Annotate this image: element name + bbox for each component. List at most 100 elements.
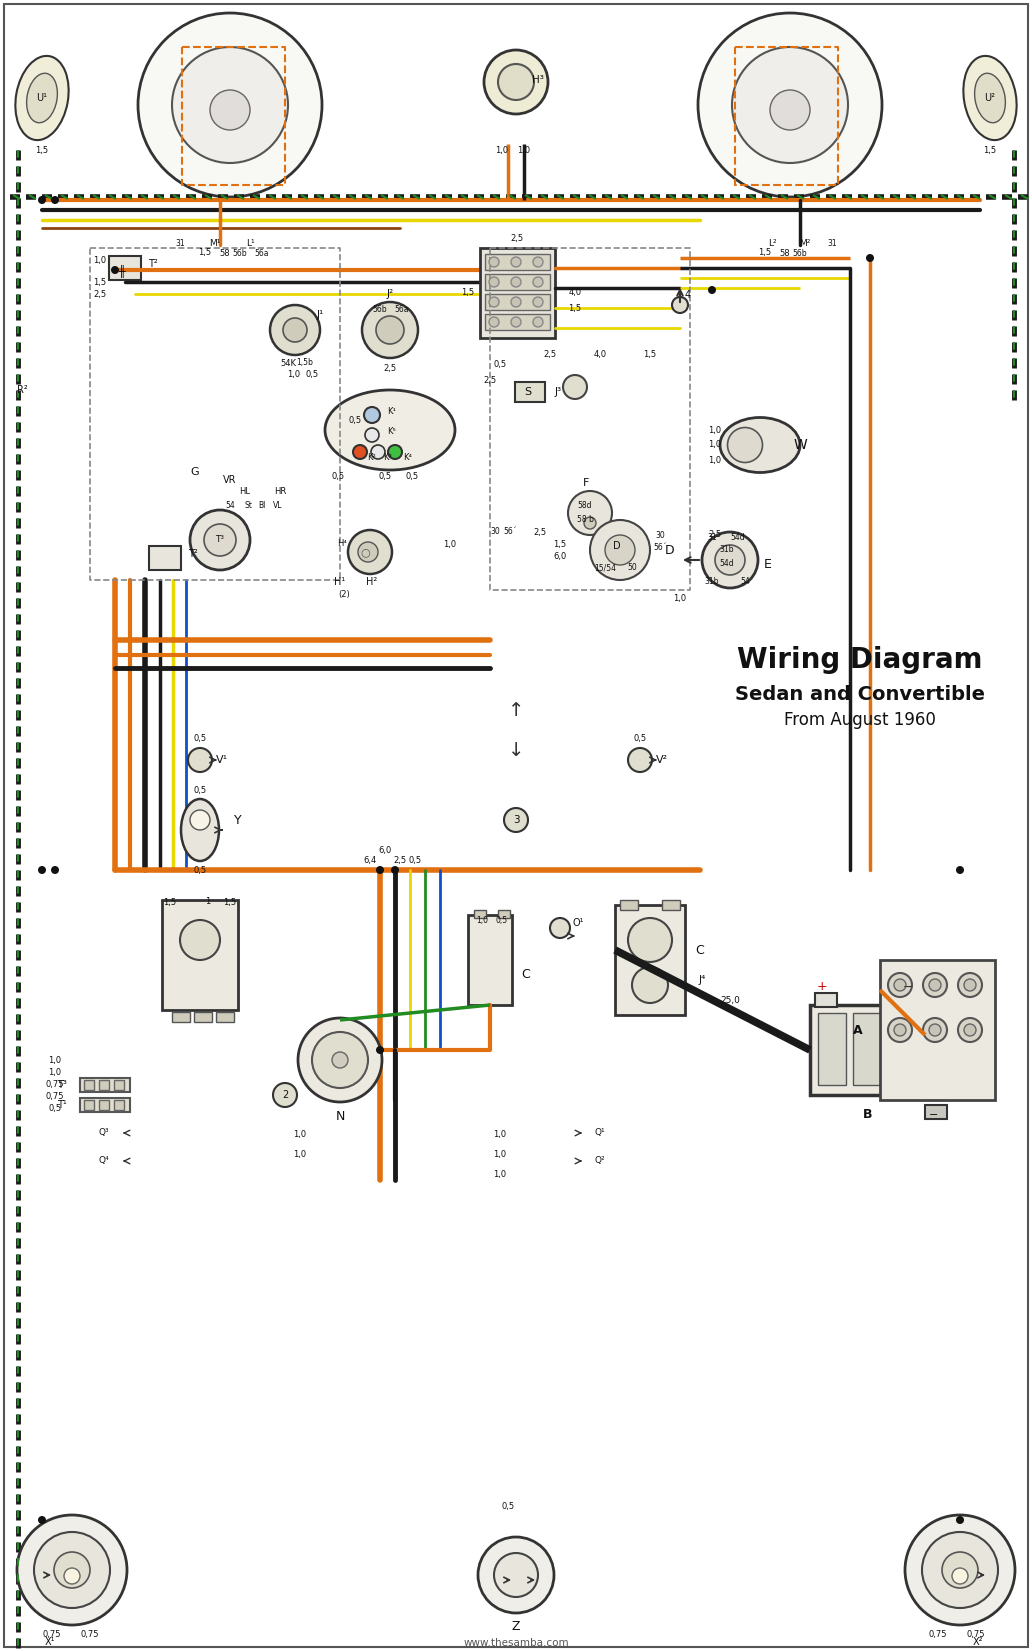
- Ellipse shape: [15, 56, 69, 140]
- Text: 0,5: 0,5: [493, 360, 507, 370]
- Circle shape: [348, 530, 392, 575]
- Text: M²: M²: [800, 238, 811, 248]
- Bar: [485, 294, 550, 310]
- Text: P²: P²: [456, 1156, 463, 1166]
- Text: 58: 58: [780, 249, 791, 258]
- Text: 56b: 56b: [793, 249, 807, 258]
- Circle shape: [715, 545, 745, 575]
- Circle shape: [568, 490, 612, 535]
- Text: 0,5: 0,5: [305, 370, 319, 380]
- Circle shape: [489, 258, 499, 267]
- Circle shape: [312, 1032, 368, 1088]
- Text: 0,5: 0,5: [193, 733, 206, 743]
- Circle shape: [922, 1532, 998, 1608]
- Text: Wiring Diagram: Wiring Diagram: [737, 646, 982, 674]
- Text: T³: T³: [57, 1080, 67, 1090]
- Circle shape: [632, 967, 668, 1004]
- Text: 0,75: 0,75: [45, 1080, 64, 1088]
- Text: 0,75: 0,75: [80, 1631, 99, 1639]
- Text: 31: 31: [175, 238, 185, 248]
- Text: V¹: V¹: [216, 755, 228, 764]
- Bar: [114, 1100, 124, 1109]
- Text: 1,5: 1,5: [163, 898, 176, 906]
- Text: Q³: Q³: [99, 1129, 109, 1138]
- Circle shape: [956, 867, 964, 873]
- Circle shape: [34, 1532, 110, 1608]
- Text: 56b: 56b: [232, 249, 248, 258]
- Text: Sedan and Convertible: Sedan and Convertible: [735, 685, 985, 705]
- Bar: [615, 905, 685, 1015]
- Circle shape: [391, 867, 399, 873]
- Circle shape: [190, 811, 209, 830]
- Circle shape: [172, 46, 288, 163]
- Circle shape: [511, 317, 521, 327]
- Circle shape: [489, 277, 499, 287]
- Text: 2,5: 2,5: [384, 363, 396, 373]
- Circle shape: [533, 297, 543, 307]
- Text: J¹: J¹: [317, 310, 324, 320]
- Text: 1,5: 1,5: [983, 145, 997, 155]
- Text: 4,0: 4,0: [593, 350, 607, 360]
- Circle shape: [489, 317, 499, 327]
- Circle shape: [138, 13, 322, 196]
- Text: VR: VR: [223, 475, 236, 485]
- Circle shape: [489, 297, 499, 307]
- Text: 0,75: 0,75: [42, 1631, 61, 1639]
- Text: E: E: [764, 558, 772, 571]
- Text: 54d: 54d: [719, 560, 735, 568]
- Text: C: C: [521, 969, 530, 981]
- Text: J⁴: J⁴: [699, 976, 706, 986]
- Circle shape: [365, 428, 379, 442]
- Text: 6,0: 6,0: [553, 553, 567, 561]
- Circle shape: [273, 1083, 297, 1108]
- Circle shape: [533, 277, 543, 287]
- Text: 1,0: 1,0: [708, 426, 721, 434]
- Text: 56b: 56b: [373, 305, 387, 314]
- Text: 3: 3: [513, 816, 519, 826]
- Circle shape: [388, 446, 402, 459]
- Circle shape: [209, 91, 250, 130]
- Text: K¹: K¹: [388, 408, 396, 416]
- Text: 54: 54: [740, 578, 750, 586]
- Bar: [216, 1012, 234, 1022]
- Text: 1,0: 1,0: [674, 593, 686, 603]
- Circle shape: [376, 315, 404, 343]
- Text: 1,5: 1,5: [461, 289, 475, 297]
- Text: St: St: [244, 500, 252, 510]
- Circle shape: [964, 1024, 976, 1035]
- Circle shape: [590, 520, 650, 580]
- Text: 1,0: 1,0: [493, 1151, 507, 1159]
- Text: 2,5: 2,5: [511, 233, 523, 243]
- Bar: [815, 992, 837, 1007]
- Ellipse shape: [720, 418, 800, 472]
- Bar: [99, 1100, 109, 1109]
- Circle shape: [732, 46, 848, 163]
- Circle shape: [376, 1047, 384, 1053]
- Bar: [84, 1100, 94, 1109]
- Text: www.thesamba.com: www.thesamba.com: [463, 1638, 569, 1648]
- Circle shape: [958, 1019, 982, 1042]
- Text: 25,0: 25,0: [720, 996, 740, 1004]
- Text: T²: T²: [188, 550, 198, 560]
- Bar: [662, 900, 680, 910]
- Text: G: G: [191, 467, 199, 477]
- Text: +: +: [816, 981, 828, 994]
- Bar: [620, 900, 638, 910]
- Text: 1,5: 1,5: [553, 540, 567, 550]
- Text: 31b: 31b: [719, 545, 734, 555]
- Text: 1,0: 1,0: [444, 540, 456, 548]
- Text: 58d: 58d: [578, 500, 592, 510]
- Text: N: N: [335, 1109, 345, 1123]
- Text: −: −: [903, 981, 913, 994]
- Text: F: F: [583, 479, 589, 489]
- Text: 2,5: 2,5: [534, 528, 547, 537]
- Circle shape: [770, 91, 810, 130]
- Text: 1,0: 1,0: [493, 1171, 507, 1179]
- Text: 0,5: 0,5: [502, 1502, 515, 1512]
- Text: V²: V²: [656, 755, 668, 764]
- Circle shape: [942, 1552, 978, 1588]
- Circle shape: [494, 1554, 538, 1597]
- Circle shape: [923, 972, 947, 997]
- Text: D: D: [613, 542, 621, 551]
- Circle shape: [180, 920, 220, 959]
